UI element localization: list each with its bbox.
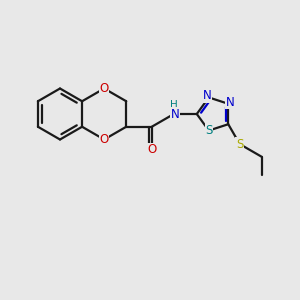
Text: H: H (170, 100, 178, 110)
Text: O: O (100, 82, 109, 95)
Text: N: N (171, 107, 180, 121)
Text: S: S (205, 124, 212, 137)
Text: O: O (147, 143, 156, 156)
Text: S: S (236, 138, 243, 151)
Text: N: N (225, 96, 234, 109)
Text: N: N (203, 89, 212, 103)
Text: O: O (100, 133, 109, 146)
